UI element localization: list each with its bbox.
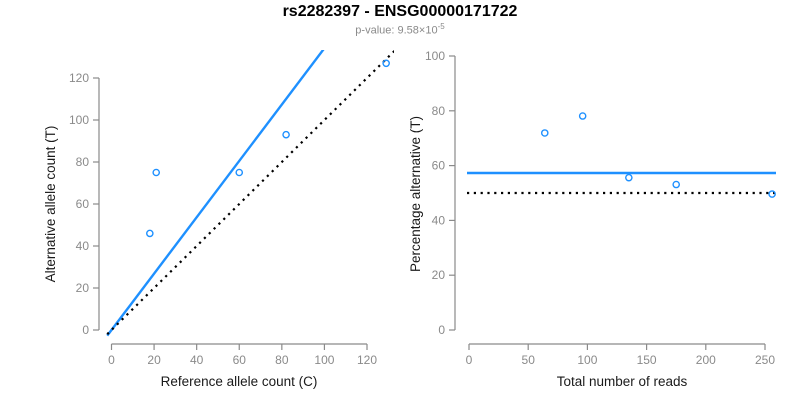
y-tick-label: 20 bbox=[432, 268, 446, 282]
x-tick-label: 80 bbox=[275, 353, 289, 367]
data-point bbox=[625, 173, 633, 182]
fitted-proportion-line bbox=[106, 50, 325, 337]
y-tick-label: 80 bbox=[432, 104, 446, 118]
data-point bbox=[152, 168, 161, 177]
y-tick-label: 40 bbox=[76, 239, 90, 253]
x-tick-label: 100 bbox=[314, 353, 334, 367]
y-tick-label: 60 bbox=[76, 197, 90, 211]
x-tick-label: 120 bbox=[357, 353, 377, 367]
x-axis-title: Reference allele count (C) bbox=[161, 374, 318, 389]
x-axis-title: Total number of reads bbox=[557, 374, 688, 389]
x-tick-label: 60 bbox=[233, 353, 247, 367]
figure-title: rs2282397 - ENSG00000171722 bbox=[282, 3, 518, 20]
y-tick-label: 100 bbox=[69, 113, 89, 127]
x-tick-label: 40 bbox=[190, 353, 204, 367]
y-tick-label: 20 bbox=[76, 281, 90, 295]
x-tick-label: 200 bbox=[696, 353, 716, 367]
x-tick-label: 250 bbox=[755, 353, 775, 367]
data-point bbox=[768, 190, 776, 198]
y-axis-title: Alternative allele count (T) bbox=[43, 126, 58, 283]
x-tick-label: 150 bbox=[637, 353, 657, 367]
y-tick-label: 100 bbox=[425, 49, 445, 63]
y-tick-label: 60 bbox=[432, 159, 446, 173]
data-point bbox=[146, 229, 154, 238]
y-tick-label: 120 bbox=[69, 71, 89, 85]
y-tick-label: 0 bbox=[82, 323, 89, 337]
percentage-vs-reads-scatter-panel: 0 50 100 150 200 250 Total number of reads 0 20 4… bbox=[408, 49, 776, 389]
allele-count-scatter-panel: 0 20 40 60 80 100 120 Reference allele count (C… bbox=[43, 50, 394, 389]
data-point bbox=[540, 129, 549, 137]
data-point bbox=[672, 180, 681, 189]
x-tick-label: 100 bbox=[577, 353, 597, 367]
x-tick-label: 0 bbox=[108, 353, 115, 367]
x-tick-label: 20 bbox=[147, 353, 161, 367]
data-point bbox=[578, 112, 587, 120]
p-value-exponent: -5 bbox=[437, 22, 445, 31]
y-tick-label: 80 bbox=[76, 155, 90, 169]
data-point bbox=[282, 130, 290, 139]
identity-line bbox=[106, 50, 394, 335]
p-value-text: p-value: 9.58×10 bbox=[355, 24, 438, 37]
y-tick-label: 0 bbox=[438, 323, 445, 337]
lines-layer bbox=[467, 171, 776, 195]
lines-layer bbox=[106, 50, 394, 337]
data-point bbox=[382, 59, 390, 68]
y-axis-title: Percentage alternative (T) bbox=[408, 116, 423, 272]
x-tick-label: 0 bbox=[466, 353, 473, 367]
x-tick-label: 50 bbox=[522, 353, 536, 367]
data-point bbox=[235, 168, 244, 177]
figure-subtitle: p-value: 9.58×10-5 bbox=[0, 22, 800, 37]
y-tick-label: 40 bbox=[432, 213, 446, 227]
